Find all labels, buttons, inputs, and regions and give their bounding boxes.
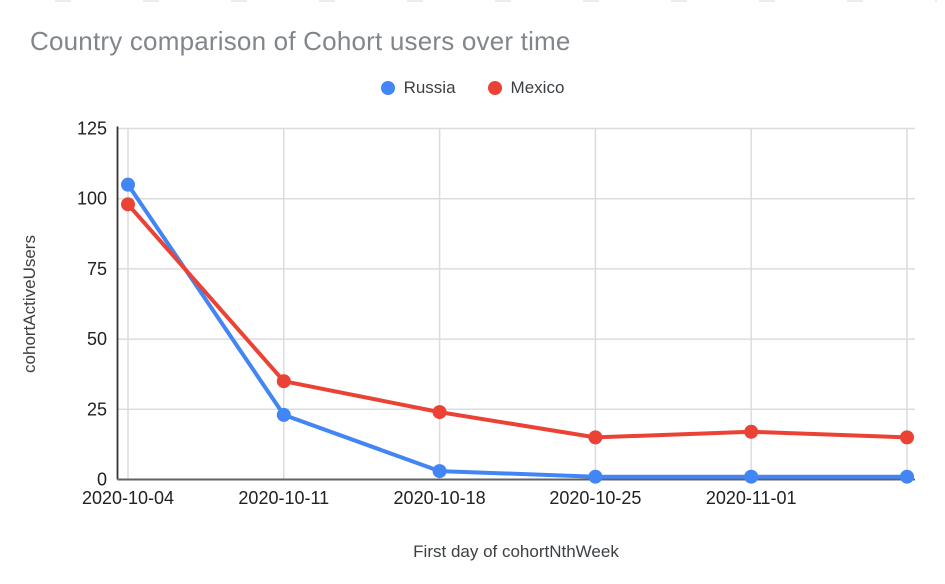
legend-item-mexico: Mexico xyxy=(487,78,565,98)
russia-series-swatch-icon xyxy=(380,81,395,95)
cropped-text-artifacts xyxy=(55,0,937,2)
y-tick-label: 25 xyxy=(87,399,107,419)
x-tick-label: 2020-11-01 xyxy=(706,488,797,508)
y-tick-label: 100 xyxy=(77,189,107,209)
legend-label-mexico: Mexico xyxy=(510,78,565,97)
y-tick-label: 50 xyxy=(87,329,107,349)
data-point-mexico[interactable] xyxy=(432,405,447,420)
series-line-mexico xyxy=(126,202,909,440)
data-point-mexico[interactable] xyxy=(588,430,603,445)
data-point-mexico[interactable] xyxy=(900,430,914,445)
legend: Russia Mexico xyxy=(0,78,945,98)
y-tick-label: 0 xyxy=(97,470,107,490)
legend-label-russia: Russia xyxy=(403,78,456,97)
x-tick-label: 2020-10-25 xyxy=(549,488,641,508)
x-tick-label: 2020-10-18 xyxy=(394,488,486,508)
data-point-russia[interactable] xyxy=(588,469,603,484)
data-point-mexico[interactable] xyxy=(744,424,759,439)
x-tick-label: 2020-10-04 xyxy=(82,488,174,508)
chart-title: Country comparison of Cohort users over … xyxy=(30,26,571,56)
series-line-russia xyxy=(126,182,909,479)
mexico-series-swatch-icon xyxy=(487,81,502,95)
data-point-russia[interactable] xyxy=(121,177,135,192)
data-point-russia[interactable] xyxy=(900,469,914,484)
y-tick-label: 125 xyxy=(77,119,107,139)
y-tick-label: 75 xyxy=(87,259,107,279)
x-axis-title: First day of cohortNthWeek xyxy=(413,542,619,561)
data-point-russia[interactable] xyxy=(432,464,447,479)
data-point-russia[interactable] xyxy=(276,407,291,422)
data-point-mexico[interactable] xyxy=(276,374,291,389)
data-point-russia[interactable] xyxy=(744,469,759,484)
x-tick-label: 2020-10-11 xyxy=(238,488,329,508)
data-point-mexico[interactable] xyxy=(121,197,135,212)
legend-item-russia: Russia xyxy=(380,78,456,98)
